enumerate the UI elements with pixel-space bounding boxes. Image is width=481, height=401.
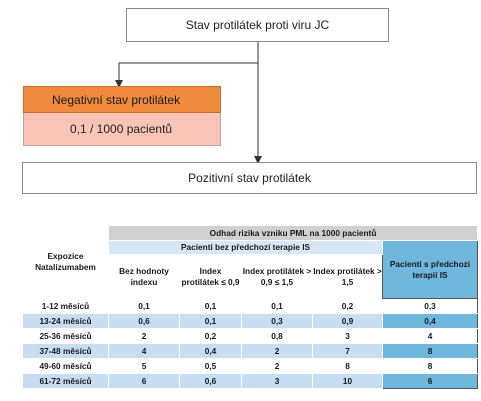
exposure-cell: 61-72 měsíců — [22, 373, 109, 389]
risk-value-cell: 0,5 — [179, 358, 242, 374]
negative-status-label: Negativní stav protilátek — [52, 92, 181, 107]
risk-value-cell: 2 — [241, 358, 313, 374]
risk-value-cell: 3 — [241, 373, 313, 389]
table-row: 13-24 měsíců 0,6 0,1 0,3 0,9 0,4 — [22, 313, 479, 329]
antibody-status-box: Stav protilátek proti viru JC — [126, 8, 389, 42]
exposure-cell: 1-12 měsíců — [22, 298, 109, 314]
risk-value-cell: 2 — [241, 343, 313, 359]
risk-value-cell: 0,8 — [241, 328, 313, 344]
risk-value-cell: 0,1 — [179, 298, 242, 314]
positive-status-box: Pozitivní stav protilátek — [22, 162, 477, 194]
branch-line-negative — [115, 62, 258, 88]
table-row: 37-48 měsíců 4 0,4 2 7 8 — [22, 343, 479, 359]
risk-value-cell: 5 — [108, 358, 180, 374]
risk-value-cell: 7 — [312, 343, 383, 359]
no-prior-therapy-header: Pacienti bez předchozí terapie IS — [108, 240, 383, 255]
prior-therapy-cell: 8 — [381, 343, 479, 359]
negative-risk-box: 0,1 / 1000 pacientů — [23, 113, 221, 146]
table-title: Odhad rizika vzniku PML na 1000 pacientů — [107, 225, 479, 241]
risk-value-cell: 8 — [312, 358, 383, 374]
negative-risk-value: 0,1 / 1000 pacientů — [70, 122, 173, 136]
column-header: Index protilátek > 1,5 — [312, 254, 383, 299]
table-row: 25-36 měsíců 2 0,2 0,8 3 4 — [22, 328, 479, 344]
positive-status-label: Pozitivní stav protilátek — [188, 171, 311, 185]
prior-therapy-cell: 0,4 — [381, 313, 479, 329]
exposure-cell: 49-60 měsíců — [22, 358, 109, 374]
prior-therapy-cell: 0,3 — [381, 298, 479, 314]
risk-value-cell: 0,1 — [241, 298, 313, 314]
exposure-cell: 13-24 měsíců — [22, 313, 109, 329]
flow-arrows — [115, 42, 262, 164]
risk-value-cell: 0,1 — [108, 298, 180, 314]
risk-value-cell: 0,1 — [179, 313, 242, 329]
risk-value-cell: 2 — [108, 328, 180, 344]
risk-value-cell: 6 — [108, 373, 180, 389]
risk-value-cell: 0,9 — [312, 313, 383, 329]
pml-risk-table: Expozice Natalizumabem Odhad rizika vzni… — [22, 225, 479, 389]
table-row: 1-12 měsíců 0,1 0,1 0,1 0,2 0,3 — [22, 298, 479, 314]
table-row: 49-60 měsíců 5 0,5 2 8 8 — [22, 358, 479, 374]
risk-value-cell: 0,2 — [312, 298, 383, 314]
prior-therapy-header: Pacienti s předchozí terapií IS — [381, 240, 479, 299]
risk-value-cell: 4 — [108, 343, 180, 359]
exposure-cell: 37-48 měsíců — [22, 343, 109, 359]
exposure-header: Expozice Natalizumabem — [22, 225, 109, 299]
negative-status-box: Negativní stav protilátek — [23, 86, 221, 113]
column-header: Index protilátek ≤ 0,9 — [179, 254, 242, 299]
exposure-cell: 25-36 měsíců — [22, 328, 109, 344]
table-row: 61-72 měsíců 6 0,6 3 10 6 — [22, 373, 479, 389]
column-header: Bez hodnoty indexu — [108, 254, 180, 299]
risk-value-cell: 0,6 — [108, 313, 180, 329]
risk-value-cell: 10 — [312, 373, 383, 389]
risk-value-cell: 0,3 — [241, 313, 313, 329]
column-header: Index protilátek > 0,9 ≤ 1,5 — [241, 254, 313, 299]
prior-therapy-cell: 6 — [381, 373, 479, 389]
risk-value-cell: 3 — [312, 328, 383, 344]
risk-value-cell: 0,6 — [179, 373, 242, 389]
risk-value-cell: 0,4 — [179, 343, 242, 359]
antibody-status-label: Stav protilátek proti viru JC — [185, 18, 330, 32]
risk-value-cell: 0,2 — [179, 328, 242, 344]
prior-therapy-cell: 8 — [381, 358, 479, 374]
prior-therapy-cell: 4 — [381, 328, 479, 344]
